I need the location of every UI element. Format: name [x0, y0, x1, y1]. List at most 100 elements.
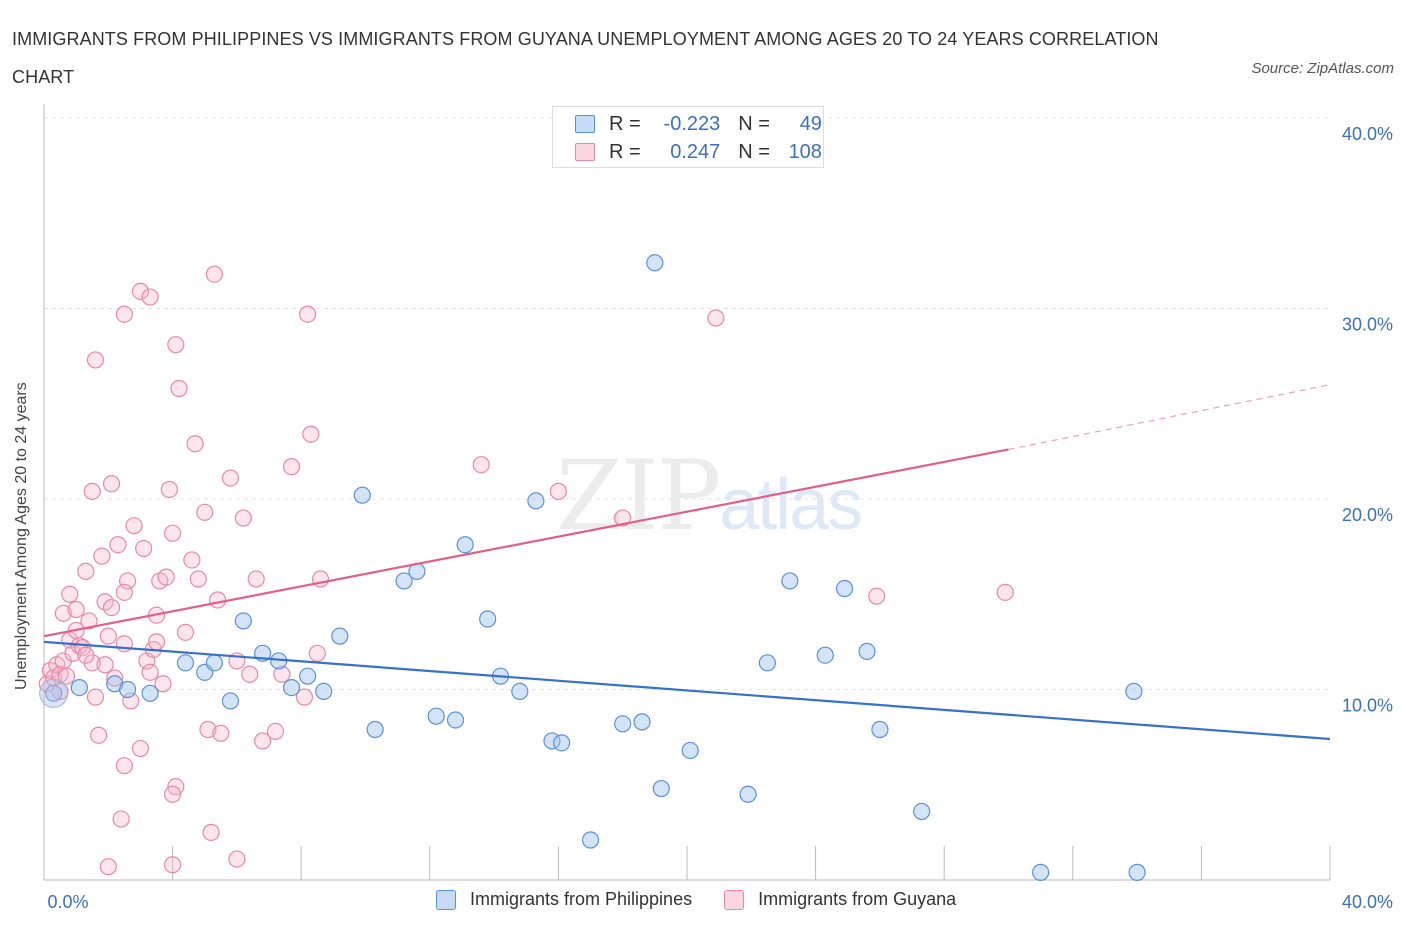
point-guyana — [868, 587, 886, 605]
point-guyana — [176, 623, 195, 641]
y-tick-label: 40.0% — [1342, 124, 1393, 144]
correlation-legend: R = -0.223 N = 49 R = 0.247 N = 108 — [552, 106, 824, 168]
point-philippines — [913, 802, 931, 821]
point-guyana — [77, 562, 95, 580]
point-guyana — [302, 425, 320, 443]
point-guyana — [170, 379, 188, 398]
point-guyana — [67, 600, 85, 619]
point-philippines — [70, 678, 88, 697]
point-guyana — [186, 435, 204, 453]
legend-n-value: 108 — [788, 140, 822, 163]
point-philippines — [835, 579, 854, 598]
point-guyana — [51, 682, 69, 701]
point-guyana — [614, 509, 632, 527]
watermark-atlas: atlas — [719, 465, 863, 545]
point-guyana — [135, 539, 153, 558]
legend-swatch-philippines — [436, 889, 456, 910]
point-guyana — [299, 305, 317, 323]
point-philippines — [858, 642, 876, 661]
legend-item-guyana[interactable]: Immigrants from Guyana — [724, 889, 956, 910]
point-philippines — [118, 680, 137, 699]
point-guyana — [125, 517, 143, 535]
point-guyana — [86, 351, 105, 369]
point-guyana — [266, 722, 285, 741]
point-philippines — [511, 682, 529, 701]
point-philippines — [553, 734, 571, 752]
point-guyana — [707, 309, 725, 327]
point-guyana — [209, 591, 227, 609]
point-philippines — [141, 684, 159, 702]
point-guyana — [154, 675, 172, 693]
point-guyana — [131, 282, 150, 300]
point-guyana — [54, 604, 72, 622]
point-philippines — [282, 678, 301, 697]
point-guyana — [141, 663, 159, 681]
y-axis-label: Unemployment Among Ages 20 to 24 years — [13, 382, 30, 690]
point-guyana — [996, 583, 1014, 601]
point-philippines — [479, 610, 497, 628]
point-guyana — [202, 823, 220, 841]
point-guyana — [189, 570, 207, 588]
trend-line-philippines — [43, 640, 1331, 741]
point-guyana — [308, 644, 326, 662]
legend-n-value: 49 — [799, 112, 822, 135]
point-philippines — [395, 572, 413, 590]
point-guyana — [80, 612, 98, 630]
point-guyana — [221, 469, 240, 487]
watermark-zip: ZIP — [556, 440, 721, 552]
point-philippines — [652, 779, 670, 798]
point-guyana — [106, 669, 124, 687]
point-philippines — [633, 713, 651, 731]
point-guyana — [86, 688, 105, 706]
point-guyana — [61, 585, 79, 603]
x-tick-label: 0.0% — [47, 892, 88, 912]
point-philippines — [614, 715, 632, 733]
point-guyana — [247, 570, 265, 588]
point-guyana — [212, 724, 230, 742]
point-guyana — [115, 305, 133, 323]
point-guyana — [164, 785, 182, 803]
point-philippines — [781, 572, 799, 590]
point-guyana — [472, 456, 490, 474]
point-guyana — [157, 568, 175, 586]
point-philippines — [816, 646, 834, 664]
legend-label-philippines: Immigrants from Philippines — [470, 889, 693, 909]
point-guyana — [131, 739, 150, 758]
point-guyana — [102, 475, 121, 493]
point-philippines — [353, 486, 371, 504]
point-philippines — [427, 707, 445, 725]
chart-title: IMMIGRANTS FROM PHILIPPINES VS IMMIGRANT… — [12, 29, 1159, 87]
y-tick-label: 20.0% — [1342, 505, 1393, 525]
point-philippines — [581, 831, 600, 849]
point-philippines — [758, 654, 776, 672]
legend-n-label: N = — [738, 112, 770, 135]
point-philippines — [1032, 863, 1050, 881]
legend-n-label: N = — [738, 140, 770, 163]
point-guyana — [77, 646, 95, 664]
point-guyana — [57, 667, 76, 685]
legend-row-philippines: R = -0.223 N = 49 — [575, 111, 822, 137]
point-philippines — [739, 785, 757, 803]
point-guyana — [102, 598, 121, 617]
point-philippines — [1125, 682, 1143, 701]
point-philippines — [681, 741, 699, 760]
point-guyana — [164, 524, 182, 542]
point-cluster — [39, 678, 69, 708]
point-guyana — [183, 551, 201, 569]
point-guyana — [96, 593, 114, 611]
watermark: ZIPatlas — [556, 440, 863, 552]
legend-swatch-philippines — [575, 115, 595, 133]
point-philippines — [299, 667, 317, 685]
trend-line-guyana — [43, 448, 1009, 638]
legend-item-philippines[interactable]: Immigrants from Philippines — [436, 889, 692, 910]
point-guyana — [164, 856, 182, 874]
point-guyana — [282, 458, 301, 476]
point-guyana — [234, 509, 252, 527]
y-tick-label: 10.0% — [1342, 696, 1393, 716]
point-philippines — [331, 627, 349, 645]
point-guyana — [83, 482, 101, 500]
point-guyana — [93, 547, 111, 565]
point-guyana — [112, 810, 130, 828]
point-guyana — [141, 288, 159, 306]
